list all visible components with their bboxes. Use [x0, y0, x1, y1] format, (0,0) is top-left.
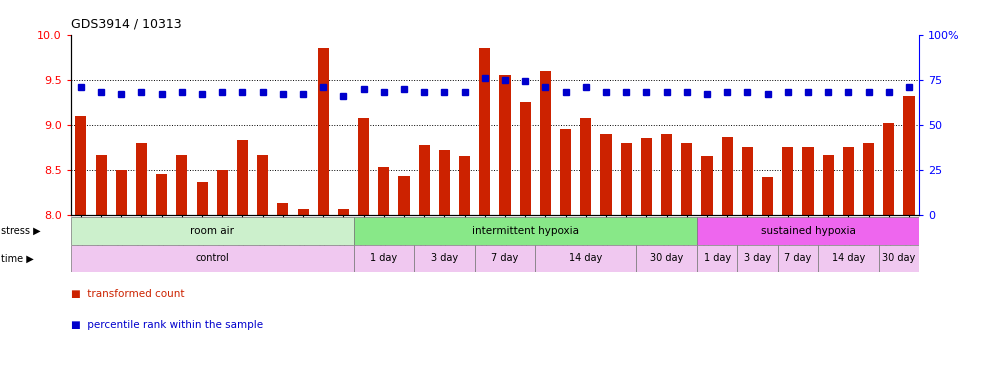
Bar [258, 155, 268, 215]
Bar [903, 96, 914, 215]
Text: ■  transformed count: ■ transformed count [71, 289, 184, 299]
Bar [197, 182, 207, 215]
Bar [76, 116, 87, 215]
Bar [156, 174, 167, 215]
Bar [95, 155, 106, 215]
Bar [782, 147, 793, 215]
Bar [742, 147, 753, 215]
Text: intermittent hypoxia: intermittent hypoxia [472, 226, 579, 236]
Bar [71, 217, 354, 245]
Bar [863, 143, 874, 215]
Bar [884, 123, 895, 215]
Text: 14 day: 14 day [569, 253, 603, 263]
Bar [702, 156, 713, 215]
Bar [459, 156, 470, 215]
Bar [823, 155, 834, 215]
Text: control: control [196, 253, 229, 263]
Bar [520, 102, 531, 215]
Bar [636, 245, 697, 272]
Bar [662, 134, 672, 215]
Bar [737, 245, 778, 272]
Text: 7 day: 7 day [492, 253, 519, 263]
Bar [338, 209, 349, 215]
Bar [697, 245, 737, 272]
Bar [438, 150, 450, 215]
Text: 1 day: 1 day [371, 253, 397, 263]
Text: 7 day: 7 day [784, 253, 812, 263]
Text: 1 day: 1 day [704, 253, 730, 263]
Text: 14 day: 14 day [832, 253, 865, 263]
Bar [475, 245, 536, 272]
Bar [176, 155, 188, 215]
Bar [419, 145, 430, 215]
Bar [580, 119, 592, 215]
Text: stress ▶: stress ▶ [1, 226, 40, 236]
Bar [762, 177, 774, 215]
Bar [216, 170, 228, 215]
Text: GDS3914 / 10313: GDS3914 / 10313 [71, 18, 182, 31]
Bar [354, 245, 414, 272]
Bar [681, 143, 692, 215]
Text: room air: room air [190, 226, 234, 236]
Bar [71, 245, 354, 272]
Text: 30 day: 30 day [883, 253, 915, 263]
Bar [378, 167, 389, 215]
Bar [358, 119, 370, 215]
Bar [277, 203, 288, 215]
Text: sustained hypoxia: sustained hypoxia [761, 226, 855, 236]
Bar [818, 245, 879, 272]
Bar [560, 129, 571, 215]
Bar [116, 170, 127, 215]
Text: 3 day: 3 day [744, 253, 771, 263]
Bar [879, 245, 919, 272]
Bar [540, 71, 551, 215]
Bar [354, 217, 697, 245]
Bar [601, 134, 611, 215]
Bar [318, 48, 328, 215]
Text: time ▶: time ▶ [1, 253, 33, 263]
Bar [842, 147, 854, 215]
Bar [778, 245, 818, 272]
Bar [237, 140, 248, 215]
Bar [722, 137, 732, 215]
Bar [499, 75, 510, 215]
Bar [480, 48, 491, 215]
Bar [298, 209, 309, 215]
Bar [136, 143, 147, 215]
Text: 30 day: 30 day [650, 253, 683, 263]
Bar [802, 147, 814, 215]
Bar [414, 245, 475, 272]
Text: 3 day: 3 day [431, 253, 458, 263]
Bar [641, 138, 652, 215]
Text: ■  percentile rank within the sample: ■ percentile rank within the sample [71, 320, 262, 330]
Bar [697, 217, 919, 245]
Bar [620, 143, 632, 215]
Bar [536, 245, 636, 272]
Bar [398, 176, 410, 215]
